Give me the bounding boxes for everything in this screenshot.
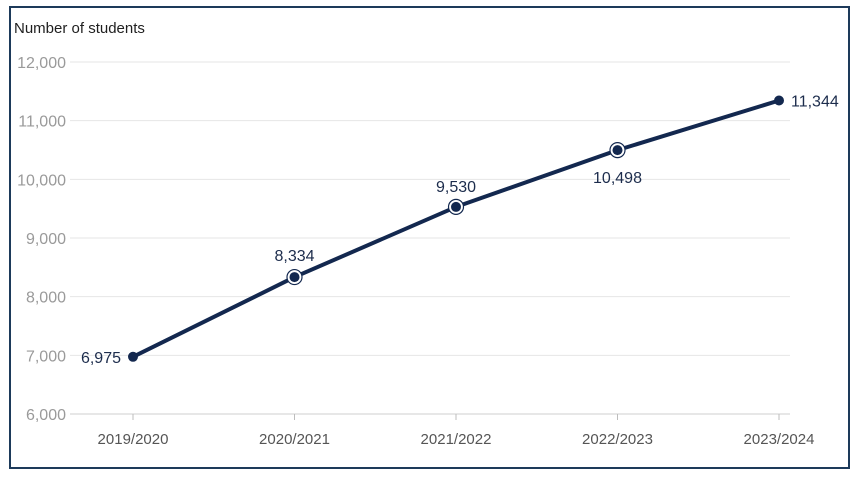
y-axis-ticks: 6,000 7,000 8,000 9,000 10,000 11,000 12,000 xyxy=(17,55,66,424)
y-tick-label: 8,000 xyxy=(26,290,66,307)
series-line xyxy=(131,98,781,359)
gridlines xyxy=(70,61,790,415)
x-axis: 2019/2020 2020/2021 2021/2022 2022/2023 2023… xyxy=(98,414,815,448)
series-line-group xyxy=(131,98,781,359)
data-label: 10,498 xyxy=(593,170,642,187)
x-tick-label: 2022/2023 xyxy=(582,431,653,448)
y-tick-label: 10,000 xyxy=(17,172,66,189)
y-tick-label: 7,000 xyxy=(26,348,66,365)
data-labels: 6,975 8,334 9,530 10,498 11,344 xyxy=(81,93,839,366)
data-point xyxy=(451,201,461,212)
data-label: 8,334 xyxy=(274,248,314,265)
data-label: 9,530 xyxy=(436,179,476,196)
x-tick-label: 2019/2020 xyxy=(98,431,169,448)
data-point xyxy=(128,351,138,362)
y-tick-label: 9,000 xyxy=(26,231,66,248)
data-label: 6,975 xyxy=(81,350,121,367)
data-points xyxy=(128,95,784,362)
y-tick-label: 12,000 xyxy=(17,55,66,72)
x-tick-label: 2021/2022 xyxy=(421,431,492,448)
x-tick-label: 2023/2024 xyxy=(744,431,815,448)
data-point xyxy=(774,95,784,106)
data-label: 11,344 xyxy=(791,93,839,110)
y-tick-label: 11,000 xyxy=(18,114,66,131)
x-tick-label: 2020/2021 xyxy=(259,431,330,448)
y-axis-label: Number of students xyxy=(14,20,145,37)
data-point xyxy=(289,272,300,283)
y-tick-label: 6,000 xyxy=(26,407,66,424)
data-point xyxy=(612,145,623,156)
